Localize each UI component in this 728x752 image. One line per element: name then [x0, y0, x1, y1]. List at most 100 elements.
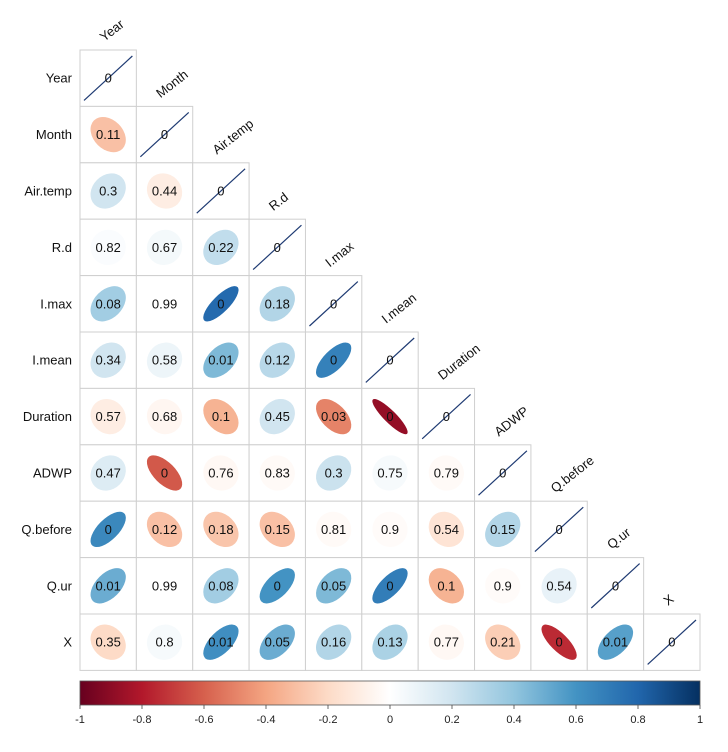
cell-value-label: 0.75 — [377, 466, 402, 481]
cell-9-8: 0.54 — [530, 557, 588, 615]
cell-value-label: 0 — [105, 71, 112, 86]
cell-4-4: 0 — [304, 275, 363, 333]
cell-value-label: 0.03 — [321, 409, 346, 424]
cell-8-3: 0.15 — [248, 500, 306, 559]
cell-value-label: 0.12 — [265, 353, 290, 368]
row-label-i-max: I.max — [40, 296, 72, 311]
diagonal-line — [309, 281, 359, 327]
column-label-x: X — [660, 591, 676, 608]
correlation-ellipse — [146, 173, 183, 209]
cell-2-2: 0 — [192, 162, 250, 220]
correlation-ellipse — [485, 624, 521, 660]
correlation-ellipse — [203, 229, 239, 266]
cell-6-5: 0 — [361, 387, 419, 446]
cell-value-label: 0.99 — [152, 296, 177, 311]
cell-2-1: 0.44 — [135, 162, 194, 220]
legend-tick-label: 1 — [697, 714, 703, 726]
correlation-ellipse — [428, 568, 465, 604]
correlation-ellipse — [146, 568, 183, 604]
cell-7-5: 0.75 — [361, 444, 419, 502]
cell-10-10: 0 — [643, 613, 701, 671]
correlation-ellipse — [90, 455, 126, 491]
correlation-ellipse — [203, 568, 239, 604]
cell-6-4: 0.03 — [304, 387, 363, 446]
correlation-ellipse — [146, 624, 183, 660]
cell-value-label: 0.12 — [152, 522, 177, 537]
cell-7-4: 0.3 — [304, 444, 363, 502]
row-label-duration: Duration — [23, 409, 72, 424]
cell-value-label: 0.15 — [490, 522, 515, 537]
column-label-year: Year — [97, 16, 127, 44]
correlation-ellipse — [372, 398, 408, 435]
row-label-year: Year — [46, 71, 73, 86]
diagonal-line — [590, 563, 641, 609]
cell-value-label: 0.35 — [96, 635, 121, 650]
cell-8-7: 0.15 — [474, 500, 532, 559]
correlation-ellipse — [90, 229, 126, 266]
cell-value-label: 0.01 — [603, 635, 628, 650]
cell-value-label: 0.77 — [434, 635, 459, 650]
correlation-ellipse — [203, 342, 239, 378]
diagonal-line — [83, 55, 133, 101]
cell-value-label: 0.81 — [321, 522, 346, 537]
diagonal-line — [647, 619, 697, 665]
cell-7-0: 0.47 — [79, 444, 137, 502]
cell-value-label: 0.44 — [152, 184, 177, 199]
cell-value-label: 0.47 — [96, 466, 121, 481]
row-label-x: X — [63, 635, 72, 650]
correlation-ellipse — [428, 455, 465, 491]
cell-value-label: 0 — [274, 578, 281, 593]
cell-3-0: 0.82 — [79, 218, 137, 277]
row-label-adwp: ADWP — [33, 466, 72, 481]
cell-5-0: 0.34 — [79, 331, 137, 389]
cell-value-label: 0 — [499, 466, 506, 481]
correlation-ellipse — [203, 511, 239, 548]
cell-1-1: 0 — [135, 105, 194, 164]
cell-value-label: 0.9 — [494, 578, 512, 593]
cell-value-label: 0 — [443, 409, 450, 424]
cell-9-1: 0.99 — [135, 557, 194, 615]
cell-value-label: 0.54 — [546, 578, 571, 593]
cell-value-label: 0.13 — [377, 635, 402, 650]
legend-tick-label: -0.8 — [133, 714, 152, 726]
cell-value-label: 0.57 — [96, 409, 121, 424]
diagonal-line — [421, 393, 471, 440]
correlation-ellipse — [146, 229, 183, 266]
cell-5-1: 0.58 — [135, 331, 194, 389]
cell-value-label: 0 — [330, 353, 337, 368]
correlation-ellipse — [146, 342, 183, 378]
cell-value-label: 0.08 — [96, 296, 121, 311]
correlation-ellipse — [90, 624, 126, 660]
column-label-month: Month — [153, 67, 191, 101]
cell-6-0: 0.57 — [79, 387, 137, 446]
cell-value-label: 0 — [386, 578, 393, 593]
cell-value-label: 0.99 — [152, 578, 177, 593]
cell-5-2: 0.01 — [192, 331, 250, 389]
cell-1-0: 0.11 — [79, 105, 137, 164]
cell-value-label: 0 — [217, 296, 224, 311]
cell-value-label: 0.3 — [325, 466, 343, 481]
cell-7-7: 0 — [474, 444, 532, 502]
row-labels: Year Month Air.temp R.d I.max I.mean Duration A… — [21, 71, 72, 650]
cell-9-5: 0 — [361, 557, 419, 615]
legend-tick-label: -0.4 — [257, 714, 276, 726]
correlation-ellipse — [203, 286, 239, 322]
color-legend-bar — [79, 680, 701, 706]
cell-value-label: 0 — [161, 466, 168, 481]
correlation-ellipse — [372, 624, 408, 660]
correlation-ellipse — [315, 455, 352, 491]
row-label-q-ur: Q.ur — [47, 578, 73, 593]
cell-value-label: 0.8 — [156, 635, 174, 650]
correlation-ellipse — [315, 624, 352, 660]
correlation-ellipse — [203, 455, 239, 491]
cell-value-label: 0.34 — [96, 353, 121, 368]
diagonal-line — [534, 506, 584, 553]
cell-7-3: 0.83 — [248, 444, 306, 502]
legend-tick-label: 0.8 — [630, 714, 645, 726]
cell-8-6: 0.54 — [417, 500, 476, 559]
correlation-ellipse — [315, 568, 352, 604]
correlation-ellipse — [428, 511, 465, 548]
correlation-ellipse — [90, 342, 126, 378]
column-label-air-temp: Air.temp — [210, 116, 257, 157]
